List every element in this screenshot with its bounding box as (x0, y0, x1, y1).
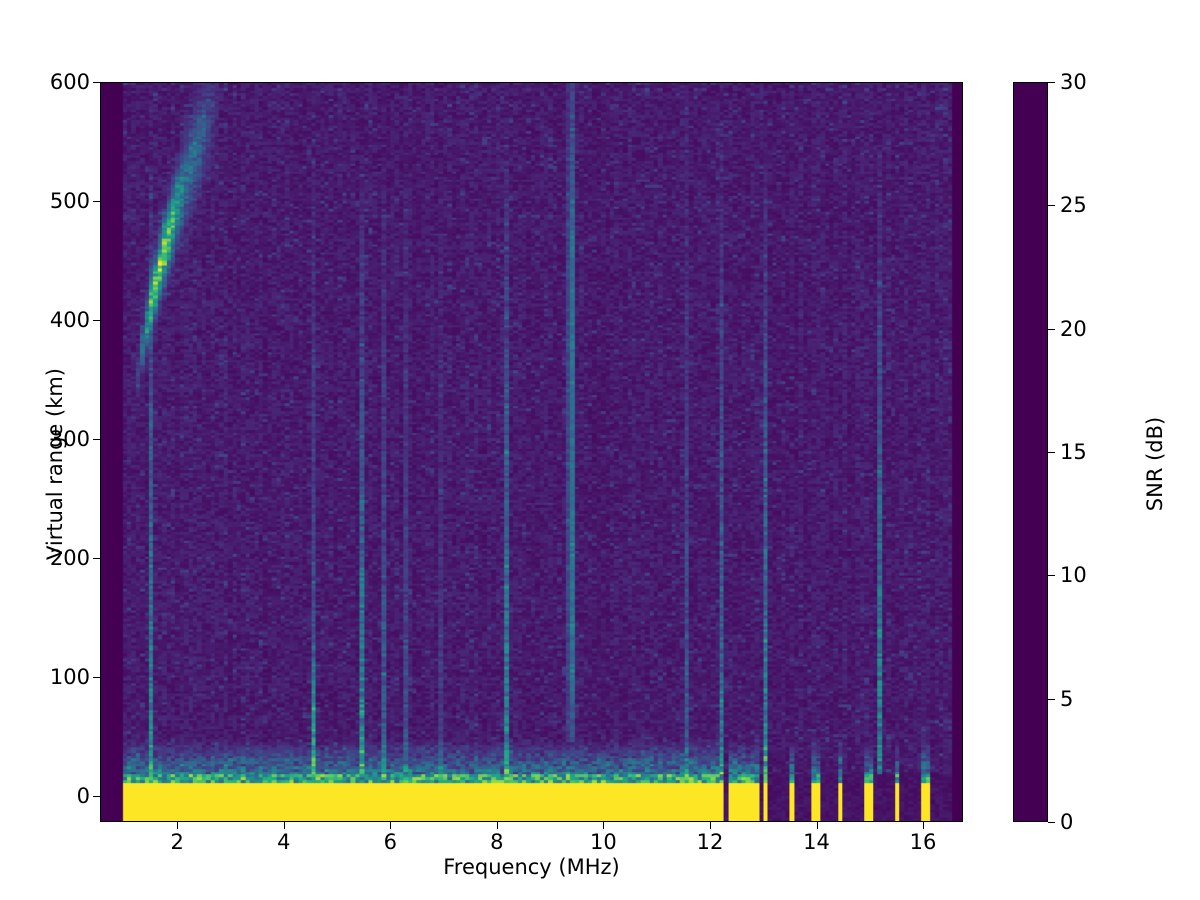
y-tick-mark (93, 200, 100, 202)
x-tick-label: 6 (383, 830, 398, 854)
colorbar-tick-mark (1048, 575, 1055, 577)
colorbar (1013, 82, 1048, 822)
x-tick-mark (816, 822, 818, 829)
y-tick-mark (93, 438, 100, 440)
y-tick-mark (93, 795, 100, 797)
x-tick-label: 10 (590, 830, 617, 854)
x-tick-mark (390, 822, 392, 829)
y-tick-mark (93, 557, 100, 559)
y-axis-label: Virtual range (km) (43, 367, 67, 561)
y-tick-label: 0 (76, 783, 90, 808)
x-tick-label: 14 (803, 830, 830, 854)
colorbar-tick-mark (1048, 452, 1055, 453)
colorbar-tick-label: 30 (1060, 70, 1087, 94)
colorbar-label: SNR (dB) (1143, 416, 1167, 512)
colorbar-tick-mark (1048, 82, 1055, 83)
colorbar-tick-mark (1048, 822, 1055, 823)
colorbar-tick-label: 0 (1060, 810, 1074, 834)
colorbar-gradient (1014, 83, 1047, 821)
x-tick-label: 16 (909, 830, 937, 854)
x-tick-mark (177, 822, 179, 829)
y-tick-label: 100 (49, 664, 90, 689)
y-tick-mark (93, 319, 100, 321)
x-tick-mark (923, 822, 925, 829)
colorbar-tick-label: 10 (1060, 563, 1087, 588)
x-tick-mark (283, 822, 285, 829)
colorbar-tick-label: 25 (1060, 193, 1087, 218)
colorbar-tick-label: 20 (1060, 316, 1087, 341)
colorbar-tick-mark (1048, 328, 1055, 330)
y-tick-label: 600 (49, 70, 90, 94)
x-axis-label: Frequency (MHz) (443, 855, 620, 879)
ionogram-axes (100, 82, 963, 822)
x-tick-mark (709, 822, 711, 829)
x-tick-label: 2 (170, 830, 184, 854)
colorbar-tick-label: 5 (1060, 686, 1074, 711)
y-tick-mark (93, 676, 100, 678)
x-tick-mark (603, 822, 605, 829)
colorbar-tick-mark (1048, 205, 1055, 207)
x-tick-mark (496, 822, 498, 829)
y-tick-label: 500 (49, 188, 90, 213)
x-tick-label: 8 (490, 830, 504, 854)
x-tick-label: 12 (696, 830, 724, 854)
ionogram-heatmap (101, 83, 962, 821)
colorbar-tick-label: 15 (1060, 440, 1087, 464)
y-tick-mark (93, 82, 100, 83)
y-tick-label: 200 (49, 545, 90, 570)
x-tick-label: 4 (277, 830, 291, 854)
y-tick-label: 400 (49, 307, 90, 332)
colorbar-tick-mark (1048, 698, 1055, 700)
y-tick-label: 300 (49, 426, 90, 451)
